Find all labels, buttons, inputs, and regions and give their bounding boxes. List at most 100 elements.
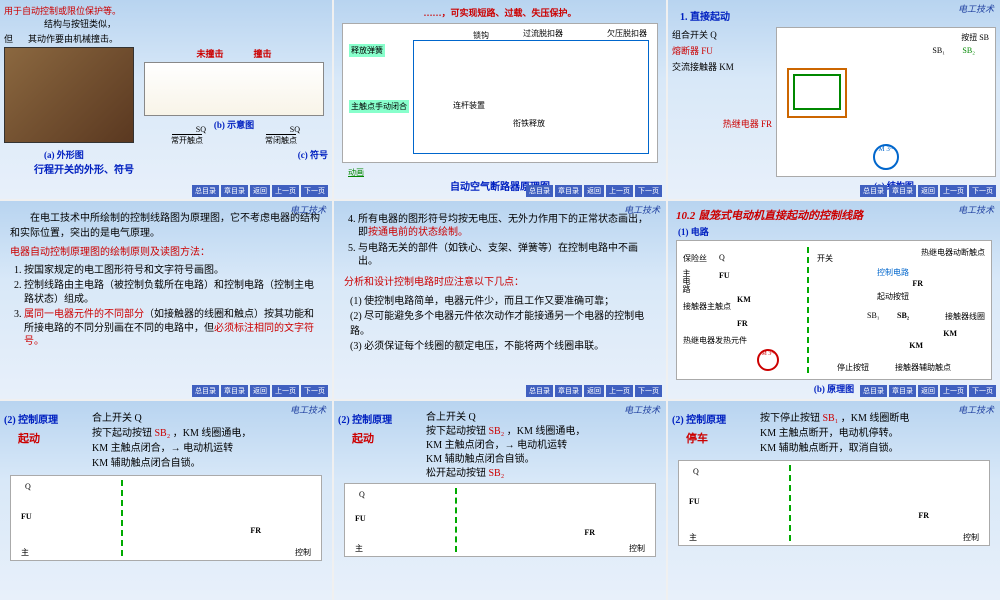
s5-h: 分析和设计控制电路时应注意以下几点： <box>344 275 656 290</box>
s8-l2: 按下起动按钮 SB₂ ，KM 线圈通电， <box>426 425 662 439</box>
s7-l2: 按下起动按钮 SB₂ ，KM 线圈通电， <box>92 426 328 441</box>
s7-h: (2) 控制原理 <box>4 411 84 426</box>
sq1: SQ <box>196 125 206 134</box>
cap-c: (c) 符号 <box>298 148 328 161</box>
s9-l2: KM 主触点断开，电动机停转。 <box>760 426 996 441</box>
s6-motor: M 3~ <box>757 349 779 371</box>
s8-circuit: Q FU FR 主 控制 <box>344 483 656 557</box>
s9-circuit: Q FU FR 主 控制 <box>678 460 990 546</box>
s6-switch: 开关 <box>817 253 833 264</box>
footer-2: 总目录章目录返回上一页下一页 <box>526 185 662 197</box>
footer-1: 总目录章目录返回上一页下一页 <box>192 185 328 197</box>
main-contact: 主触点手动闭合 <box>349 100 409 113</box>
s5-li4: 所有电器的图形符号均按无电压、无外力作用下的正常状态画出，即按通电前的状态绘制。 <box>358 213 656 240</box>
brand-7: 电工技术 <box>290 403 326 416</box>
s6-aux: 接触器辅助触点 <box>895 362 951 373</box>
s1-diagram <box>144 62 324 116</box>
slide-4: 电工技术 在电工技术中所绘制的控制线路图为原理图，它不考虑电器的结构和实际位置，… <box>0 201 332 400</box>
s7-q: Q <box>25 482 31 491</box>
slide-8: 电工技术 (2) 控制原理 起动 合上开关 Q 按下起动按钮 SB₂ ，KM 线… <box>334 401 666 600</box>
s7-l3: KM 主触点闭合，→ 电动机运转 <box>92 441 328 456</box>
s1-t4: 其动作要由机械撞击。 <box>28 32 328 45</box>
s2-circuit: 释放弹簧 主触点手动闭合 锁钩 过流脱扣器 欠压脱扣器 连杆装置 衔铁释放 <box>342 23 658 163</box>
s4-h: 电器自动控制原理图的绘制原则及读图方法： <box>10 245 322 260</box>
s6-coil: 接触器线圈 <box>945 311 985 322</box>
s8-q: Q <box>359 490 365 499</box>
slide-5: 电工技术 所有电器的图形符号均按无电压、无外力作用下的正常状态画出，即按通电前的… <box>334 201 666 400</box>
nc-label: 常开触点 <box>171 135 203 146</box>
footer-4: 总目录章目录返回上一页下一页 <box>192 385 328 397</box>
rel-spring: 释放弹簧 <box>349 44 385 57</box>
s5-p1: (1) 使控制电路简单，电器元件少，而且工作又要准确可靠； <box>350 294 656 309</box>
s6-fu2: FU <box>719 271 730 280</box>
s3-km: 交流接触器 KM <box>672 59 772 75</box>
s3-q: 组合开关 Q <box>672 27 772 43</box>
s9-l3: KM 辅助触点断开，取消自锁。 <box>760 441 996 456</box>
slide-7: 电工技术 (2) 控制原理 起动 合上开关 Q 按下起动按钮 SB₂ ，KM 线… <box>0 401 332 600</box>
s9-main: 主 <box>689 532 697 543</box>
s6-km4: KM <box>909 341 923 350</box>
s7-ctrl: 控制 <box>295 547 311 558</box>
s6-main: 主电路 <box>681 269 692 293</box>
s9-q: Q <box>693 467 699 476</box>
label-hit: 撞击 <box>254 47 272 60</box>
slide-3: 电工技术 1. 直接起动 组合开关 Q 熔断器 FU 交流接触器 KM 热继电器… <box>668 0 1000 199</box>
s6-km3: KM <box>943 329 957 338</box>
footer-5: 总目录章目录返回上一页下一页 <box>526 385 662 397</box>
s6-sb1: SB₁ <box>867 311 880 320</box>
s1-top: 用于自动控制或限位保护等。 <box>4 4 328 17</box>
s3-sb1: SB₁ <box>932 46 945 55</box>
s9-fu: FU <box>689 497 700 506</box>
s3-circuit: 按扭 SB SB₁ SB₂ M 3~ <box>776 27 996 177</box>
s4-p1: 在电工技术中所绘制的控制线路图为原理图，它不考虑电器的结构和实际位置，突出的是电… <box>10 211 322 241</box>
s4-li1: 按国家规定的电工图形符号和文字符号画图。 <box>24 264 322 278</box>
anim-link[interactable]: 动画 <box>348 167 364 178</box>
s8-l4: KM 辅助触点闭合自锁。 <box>426 453 662 467</box>
s8-l5: 松开起动按钮 SB₂ <box>426 467 662 481</box>
brand-3: 电工技术 <box>958 2 994 15</box>
brand-8: 电工技术 <box>624 403 660 416</box>
label-nohit: 未撞击 <box>196 47 223 60</box>
s3-fu: 熔断器 FU <box>672 43 772 59</box>
s7-fr: FR <box>250 526 261 535</box>
s1-t2: 结构与按钮类似， <box>44 17 328 30</box>
s8-main: 主 <box>355 543 363 554</box>
s7-l4: KM 辅助触点闭合自锁。 <box>92 456 328 471</box>
s2-line1: ……，可实现短路、过载、失压保护。 <box>338 6 662 19</box>
s6-stop: 停止按钮 <box>837 362 869 373</box>
s6-h1: (1) 电路 <box>678 225 996 238</box>
brand-4: 电工技术 <box>290 203 326 216</box>
s8-l3: KM 主触点闭合，→ 电动机运转 <box>426 439 662 453</box>
s3-h1: 1. 直接起动 <box>680 8 996 23</box>
s6-sb2: SB₂ <box>897 311 909 320</box>
no-label: 常闭触点 <box>265 135 297 146</box>
slide-6: 电工技术 10.2 鼠笼式电动机直接起动的控制线路 (1) 电路 保险丝 Q 主… <box>668 201 1000 400</box>
s8-h: (2) 控制原理 <box>338 411 418 426</box>
s4-li3: 属同一电器元件的不同部分（如接触器的线圈和触点）按其功能和所接电路的不同分别画在… <box>24 308 322 349</box>
under-trip: 欠压脱扣器 <box>607 28 647 39</box>
s7-circuit: Q FU FR 主 控制 <box>10 475 322 561</box>
s7-main: 主 <box>21 547 29 558</box>
s5-p2: (2) 尽可能避免多个电器元件依次动作才能接通另一个电器的控制电路。 <box>350 309 656 339</box>
s8-ctrl: 控制 <box>629 543 645 554</box>
s1-title: 行程开关的外形、符号 <box>34 161 328 176</box>
brand-9: 电工技术 <box>958 403 994 416</box>
s9-sub: 停车 <box>686 430 752 446</box>
s6-title: 10.2 鼠笼式电动机直接起动的控制线路 <box>676 207 992 223</box>
s7-sub: 起动 <box>18 430 84 446</box>
s3-sb: 按扭 SB <box>961 32 989 43</box>
s6-fr2: FR <box>737 319 748 328</box>
footer-6: 总目录章目录返回上一页下一页 <box>860 385 996 397</box>
s5-li5: 与电路无关的部件（如铁心、支架、弹簧等）在控制电路中不画出。 <box>358 242 656 269</box>
cap-a: (a) 外形图 <box>44 148 84 161</box>
s6-q2: Q <box>719 253 725 262</box>
s6-start: 起动按钮 <box>877 291 909 302</box>
s6-ctrl: 控制电路 <box>877 267 909 278</box>
footer-3: 总目录章目录返回上一页下一页 <box>860 185 996 197</box>
s6-fuse: 保险丝 <box>683 253 707 264</box>
slide-grid: 用于自动控制或限位保护等。 结构与按钮类似， 但 其动作要由机械撞击。 未撞击 … <box>0 0 1000 600</box>
s8-fu: FU <box>355 514 366 523</box>
s8-sub: 起动 <box>352 430 418 446</box>
s9-fr: FR <box>918 511 929 520</box>
slide-9: 电工技术 (2) 控制原理 停车 按下停止按钮 SB₁ ，KM 线圈断电 KM … <box>668 401 1000 600</box>
